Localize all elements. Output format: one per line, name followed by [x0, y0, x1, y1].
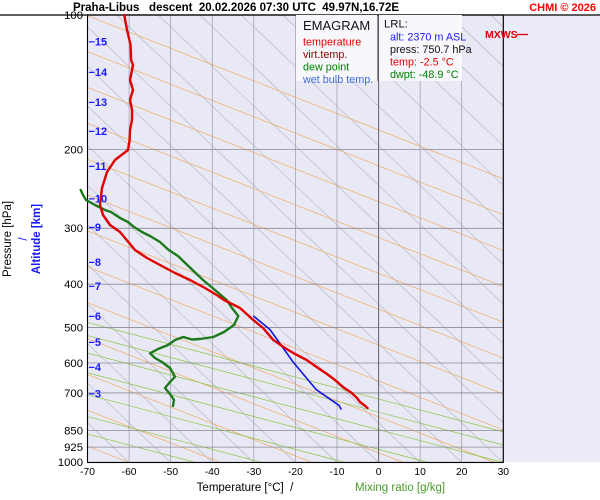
svg-text:CHMI © 2026: CHMI © 2026	[529, 2, 596, 14]
svg-text:-10: -10	[330, 467, 345, 478]
svg-text:300: 300	[64, 223, 83, 235]
svg-text:−9: −9	[89, 222, 102, 234]
svg-text:-40: -40	[205, 467, 220, 478]
svg-text:EMAGRAM: EMAGRAM	[303, 18, 370, 33]
svg-text:−11: −11	[89, 161, 107, 173]
svg-text:virt.temp.: virt.temp.	[303, 49, 347, 61]
svg-text:-50: -50	[163, 467, 178, 478]
svg-text:10: 10	[414, 467, 426, 478]
svg-text:temp: -2.5 °C: temp: -2.5 °C	[390, 57, 454, 69]
svg-text:Pressure [hPa]: Pressure [hPa]	[2, 201, 14, 277]
svg-text:925: 925	[64, 442, 83, 454]
svg-text:-30: -30	[246, 467, 261, 478]
svg-text:−3: −3	[89, 388, 102, 400]
svg-text:0: 0	[376, 467, 382, 478]
svg-text:−5: −5	[89, 337, 102, 349]
svg-text:Praha-Libus descent 20.02.2: Praha-Libus descent 20.02.2026 07:30 UTC…	[73, 2, 399, 14]
svg-text:-60: -60	[122, 467, 137, 478]
svg-text:wet bulb temp.: wet bulb temp.	[302, 74, 373, 86]
svg-text:Altitude [km]: Altitude [km]	[31, 204, 43, 274]
svg-text:dew point: dew point	[303, 62, 349, 74]
svg-text:850: 850	[64, 426, 83, 438]
svg-text:−7: −7	[89, 281, 102, 293]
svg-text:press: 750.7 hPa: press: 750.7 hPa	[390, 44, 472, 56]
svg-text:−15: −15	[89, 37, 108, 49]
svg-text:200: 200	[64, 145, 83, 157]
svg-text:-70: -70	[80, 467, 95, 478]
svg-text:−13: −13	[89, 97, 108, 109]
svg-text:−14: −14	[89, 67, 109, 79]
svg-text:alt: 2370 m ASL: alt: 2370 m ASL	[390, 32, 466, 44]
svg-text:400: 400	[64, 279, 83, 291]
svg-text:−8: −8	[89, 257, 102, 269]
svg-text:-20: -20	[288, 467, 303, 478]
svg-text:temperature: temperature	[303, 37, 361, 49]
svg-text:Mixing ratio [g/kg]: Mixing ratio [g/kg]	[355, 482, 445, 494]
svg-text:−12: −12	[89, 126, 108, 138]
svg-text:LRL:: LRL:	[384, 19, 408, 31]
svg-text:MXWS: MXWS	[485, 29, 518, 41]
svg-text:dwpt: -48.9 °C: dwpt: -48.9 °C	[390, 69, 459, 81]
svg-text:20: 20	[456, 467, 468, 478]
svg-text:−6: −6	[89, 311, 102, 323]
svg-text:500: 500	[64, 323, 83, 335]
svg-text:30: 30	[498, 467, 510, 478]
svg-text:−4: −4	[89, 362, 102, 374]
svg-text:Temperature [°C] /: Temperature [°C] /	[197, 482, 294, 494]
svg-text:700: 700	[64, 388, 83, 400]
svg-text:600: 600	[64, 358, 83, 370]
